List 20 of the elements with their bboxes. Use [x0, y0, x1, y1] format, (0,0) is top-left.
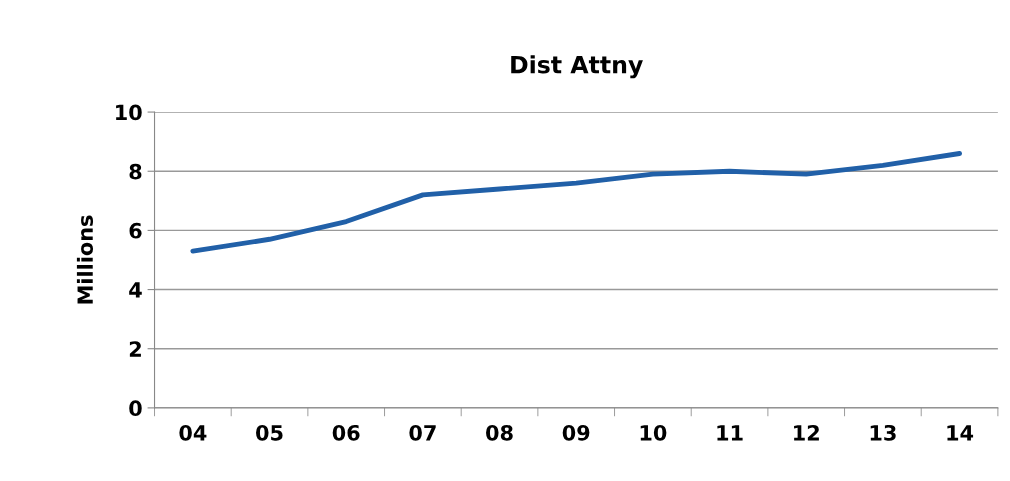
x-tick-label: 12: [794, 424, 819, 441]
y-tick-label: 4: [129, 282, 142, 298]
x-tick-label: 11: [717, 425, 743, 441]
x-tick-label: 07: [409, 424, 436, 441]
x-tick-label: 06: [332, 424, 360, 441]
y-tick-label: 10: [116, 104, 142, 121]
y-tick-label: 0: [129, 400, 142, 417]
x-tick-label: 08: [486, 424, 513, 441]
y-tick-label: 2: [129, 341, 141, 357]
y-tick-label: 6: [129, 222, 142, 239]
x-tick-label: 14: [947, 425, 974, 441]
x-tick-label: 04: [179, 424, 207, 441]
y-tick-label: 8: [129, 163, 142, 180]
chart-title: Dist Attny: [511, 55, 643, 79]
x-tick-label: 10: [640, 424, 667, 441]
x-tick-label: 05: [256, 424, 283, 441]
line-series: [190, 151, 962, 254]
x-tick-label: 09: [562, 424, 590, 441]
x-tick-label: 13: [870, 424, 896, 441]
y-axis-title: Millions: [76, 215, 94, 304]
